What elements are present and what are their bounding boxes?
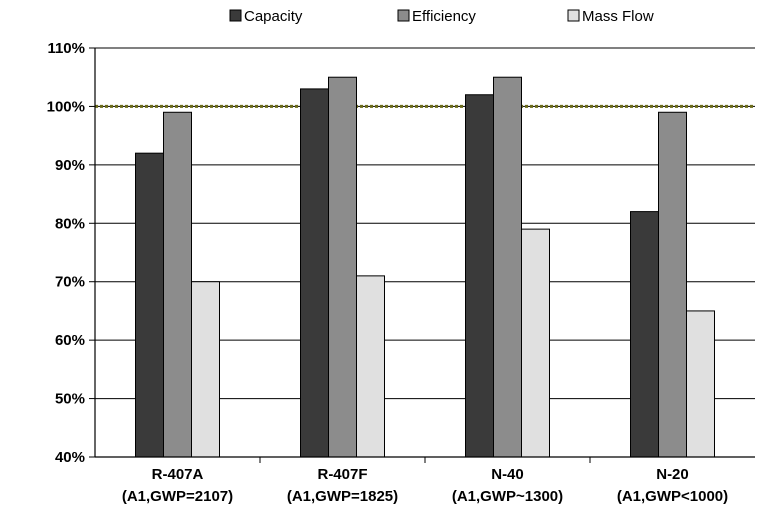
legend-label: Capacity: [244, 8, 303, 25]
bar-mass-flow: [191, 281, 220, 458]
x-category-label: R-407F: [317, 466, 367, 483]
x-category-label: (A1,GWP~1300): [452, 488, 563, 505]
bar-capacity: [630, 211, 659, 458]
legend-swatch: [229, 9, 242, 22]
y-tick-label: 40%: [55, 449, 85, 466]
y-axis-ticks: 40% 50% 60% 70% 80% 90% 100% 110%: [47, 40, 95, 466]
bar-capacity: [465, 94, 494, 458]
x-axis-categories: R-407A (A1,GWP=2107) R-407F (A1,GWP=1825) N-…: [122, 457, 728, 505]
legend-label: Mass Flow: [582, 8, 654, 25]
bar-efficiency: [658, 111, 687, 458]
bar-mass-flow: [521, 228, 550, 458]
bar-efficiency: [163, 111, 192, 458]
y-tick-label: 60%: [55, 332, 85, 349]
x-category-label: N-40: [491, 466, 524, 483]
bar-capacity: [135, 152, 164, 458]
x-category-label: R-407A: [152, 466, 204, 483]
legend: Capacity Efficiency Mass Flow: [229, 8, 654, 25]
y-tick-label: 90%: [55, 157, 85, 174]
y-tick-label: 80%: [55, 215, 85, 232]
y-tick-label: 110%: [47, 40, 85, 57]
legend-swatch: [397, 9, 410, 22]
bar-mass-flow: [356, 275, 385, 458]
x-category-label: N-20: [656, 466, 689, 483]
bars: [135, 76, 715, 458]
bar-efficiency: [328, 76, 357, 458]
legend-swatch: [567, 9, 580, 22]
x-category-label: (A1,GWP<1000): [617, 488, 728, 505]
y-tick-label: 70%: [55, 274, 85, 291]
bar-capacity: [300, 88, 329, 458]
y-tick-label: 50%: [55, 391, 85, 408]
y-tick-label: 100%: [47, 98, 85, 115]
bar-mass-flow: [686, 310, 715, 458]
bar-efficiency: [493, 76, 522, 458]
legend-label: Efficiency: [412, 8, 476, 25]
x-category-label: (A1,GWP=2107): [122, 488, 233, 505]
x-category-label: (A1,GWP=1825): [287, 488, 398, 505]
